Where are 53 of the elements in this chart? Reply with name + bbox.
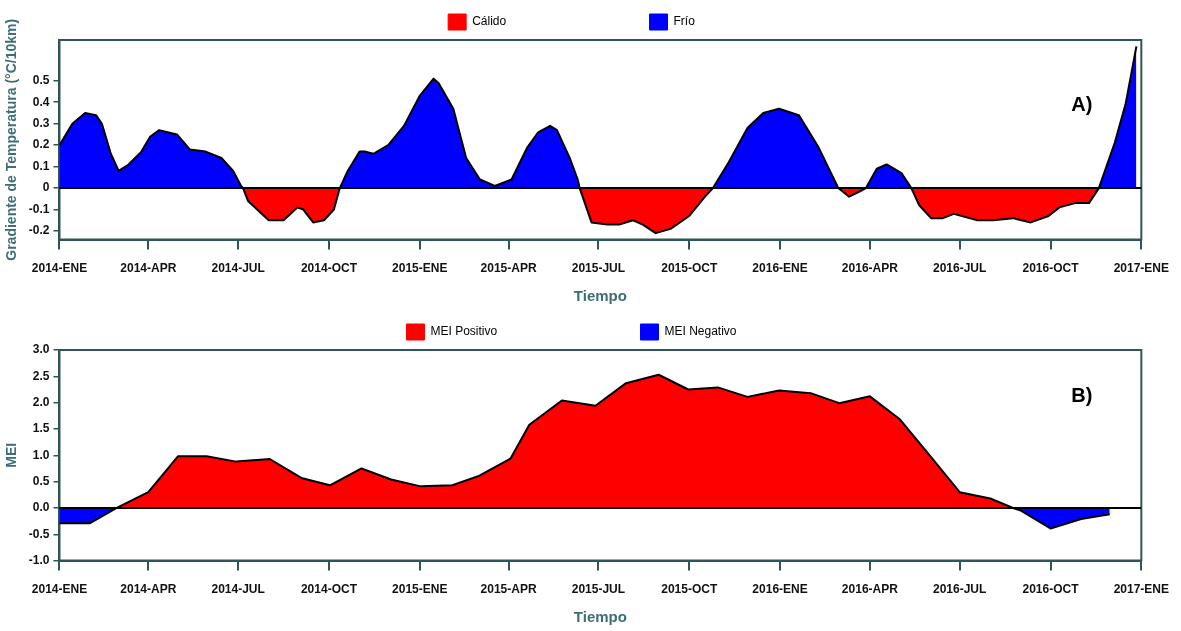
y-tick-label: 0.1: [32, 158, 50, 173]
legend-label: MEI Positivo: [430, 324, 631, 339]
y-tick-label: 0.4: [32, 94, 50, 109]
y-tick-label: 0.3: [32, 116, 50, 131]
y-tick-label: 0.2: [32, 137, 50, 152]
x-tick-label: 2017-ENE: [1113, 261, 1169, 276]
annotation: B): [1071, 383, 1093, 406]
x-tick-label: 2014-JUL: [211, 261, 265, 276]
y-tick-label: 2.5: [32, 368, 50, 383]
x-tick-label: 2015-APR: [480, 582, 537, 597]
x-tick-label: 2015-OCT: [661, 582, 718, 597]
y-tick-label: -0.5: [28, 526, 50, 541]
annotation: A): [1071, 93, 1093, 116]
y-tick-label: -0.1: [28, 201, 50, 216]
x-tick-label: 2016-OCT: [1022, 582, 1080, 597]
x-tick-label: 2016-ENE: [752, 582, 808, 597]
x-tick-label: 2014-ENE: [31, 582, 88, 597]
y-tick-label: -1.0: [28, 552, 50, 567]
x-tick-label: 2016-JUL: [933, 261, 987, 276]
x-tick-label: 2014-OCT: [300, 261, 358, 276]
x-tick-label: 2016-APR: [841, 261, 899, 276]
x-tick-label: 2015-OCT: [661, 261, 718, 276]
x-tick-label: 2014-JUL: [211, 582, 265, 597]
y-tick-label: -0.2: [28, 223, 50, 238]
x-tick-label: 2014-APR: [120, 582, 177, 597]
legend-label: Frío: [673, 14, 696, 29]
y-tick-label: 0: [42, 180, 50, 195]
x-tick-label: 2015-ENE: [392, 261, 448, 276]
y-tick-label: 3.0: [32, 342, 50, 357]
y-tick-label: 1.5: [32, 421, 50, 436]
y-tick-label: 0.5: [32, 73, 50, 88]
legend-label: MEI Negativo: [664, 324, 737, 339]
y-tick-label: 1.0: [32, 447, 50, 462]
y-tick-label: 2.0: [32, 394, 50, 409]
y-tick-label: 0.5: [32, 473, 50, 488]
x-tick-label: 2015-JUL: [571, 582, 626, 597]
y-tick-label: 0.0: [32, 500, 50, 515]
x-axis-title: Tiempo: [573, 287, 627, 305]
x-tick-label: 2016-OCT: [1022, 261, 1080, 276]
x-axis-title: Tiempo: [573, 608, 627, 626]
x-tick-label: 2017-ENE: [1113, 582, 1169, 597]
legend-label: Cálido: [472, 14, 640, 29]
x-tick-label: 2016-ENE: [752, 261, 808, 276]
x-tick-label: 2016-JUL: [933, 582, 987, 597]
y-axis-title: Gradiente de Temperatura (°C/10km): [3, 18, 20, 261]
y-axis-title: MEI: [3, 442, 20, 468]
x-tick-label: 2014-ENE: [31, 261, 88, 276]
x-tick-label: 2015-ENE: [392, 582, 448, 597]
x-tick-label: 2015-JUL: [571, 261, 626, 276]
x-tick-label: 2014-APR: [120, 261, 177, 276]
x-tick-label: 2016-APR: [841, 582, 899, 597]
x-tick-label: 2015-APR: [480, 261, 537, 276]
x-tick-label: 2014-OCT: [300, 582, 358, 597]
